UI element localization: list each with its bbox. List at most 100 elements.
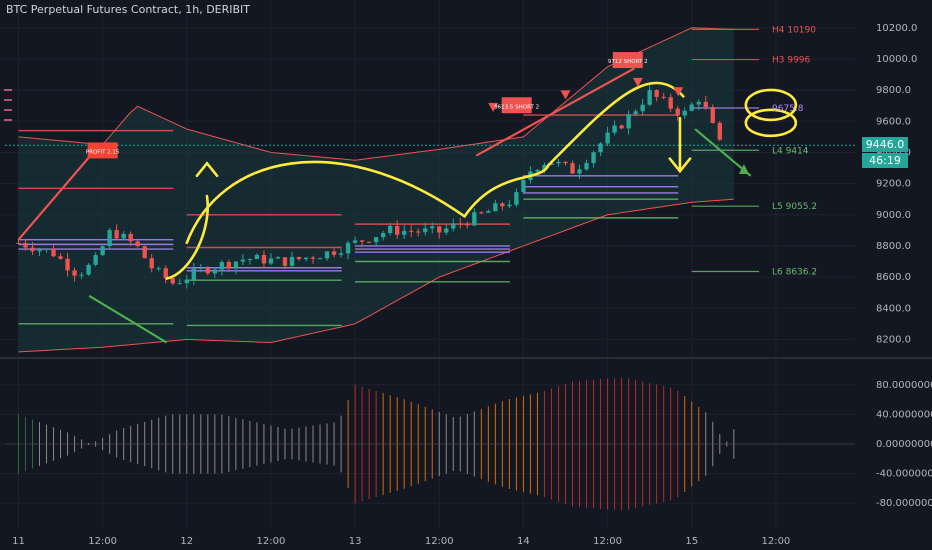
last-price-badge: 9446.0 bbox=[862, 137, 908, 153]
candle-body bbox=[710, 107, 715, 123]
candle-body bbox=[500, 203, 505, 207]
candle-body bbox=[444, 228, 449, 233]
candle-body bbox=[717, 122, 722, 140]
trade-label-text: 9712 SHORT 2 bbox=[608, 59, 648, 65]
pivot-label: L6 8636.2 bbox=[772, 267, 817, 277]
candle-body bbox=[654, 90, 659, 97]
candle-body bbox=[261, 254, 267, 264]
x-tick-label: 12:00 bbox=[257, 536, 286, 547]
candle-body bbox=[205, 267, 210, 274]
y-tick-label: 8800.0 bbox=[876, 241, 911, 252]
y-tick-label: 10200.0 bbox=[876, 23, 917, 34]
candle-body bbox=[472, 212, 477, 226]
candle-body bbox=[570, 163, 575, 174]
candle-body bbox=[549, 163, 554, 165]
candle-body bbox=[416, 231, 421, 233]
candle-body bbox=[331, 251, 337, 255]
trade-label: 9613.5 SHORT 2 bbox=[494, 97, 539, 114]
trade-label-box bbox=[87, 142, 118, 159]
y-tick-label: 10000.0 bbox=[876, 54, 917, 65]
candle-body bbox=[44, 248, 49, 250]
candle-body bbox=[352, 240, 358, 243]
candle-body bbox=[696, 101, 701, 105]
candle-body bbox=[682, 110, 687, 116]
candle-body bbox=[626, 114, 631, 129]
candle-body bbox=[226, 261, 232, 269]
candle-body bbox=[359, 240, 365, 242]
candle-body bbox=[23, 242, 28, 248]
candle-body bbox=[689, 104, 694, 111]
candle-body bbox=[163, 268, 168, 279]
candle-body bbox=[521, 180, 526, 193]
candle-body bbox=[310, 257, 316, 259]
candle-body bbox=[177, 283, 182, 285]
pivot-label: L4 9414 bbox=[772, 146, 809, 156]
y-tick-label: 9000.0 bbox=[876, 210, 911, 221]
candle-body bbox=[584, 163, 589, 170]
y-tick-label: 9800.0 bbox=[876, 85, 911, 96]
candle-body bbox=[240, 259, 246, 262]
arrow-down-head bbox=[668, 157, 692, 174]
candle-body bbox=[633, 111, 638, 115]
candle-body bbox=[51, 248, 56, 257]
candles bbox=[16, 85, 722, 289]
trade-label-box bbox=[612, 52, 643, 69]
y-tick-label: 9600.0 bbox=[876, 116, 911, 127]
pivot-label: L5 9055.2 bbox=[772, 202, 817, 212]
candle-body bbox=[233, 261, 239, 269]
y-tick-label: 8400.0 bbox=[876, 303, 911, 314]
x-tick-label: 12:00 bbox=[88, 536, 117, 547]
candle-body bbox=[184, 279, 189, 284]
candle-body bbox=[93, 255, 98, 265]
osc-y-tick-label: -40.00000000 bbox=[876, 469, 932, 480]
candle-body bbox=[86, 264, 91, 275]
trend-line-green bbox=[88, 294, 168, 344]
trade-label-text: 9613.5 SHORT 2 bbox=[494, 104, 539, 110]
candle-body bbox=[451, 223, 456, 229]
candle-body bbox=[296, 256, 302, 260]
x-tick-label: 11 bbox=[12, 536, 25, 547]
trade-label-text: PROFIT 2.15 bbox=[86, 149, 120, 155]
candle-body bbox=[58, 256, 63, 259]
candle-body bbox=[324, 251, 330, 259]
candle-body bbox=[647, 90, 652, 105]
x-tick-label: 12 bbox=[180, 536, 193, 547]
candle-body bbox=[268, 258, 274, 264]
candle-body bbox=[247, 259, 253, 261]
candle-body bbox=[345, 242, 351, 254]
x-tick-label: 12:00 bbox=[593, 536, 622, 547]
candle-body bbox=[289, 256, 295, 266]
circle-annotation-2 bbox=[744, 108, 798, 138]
candle-body bbox=[661, 96, 666, 98]
candle-body bbox=[493, 203, 498, 212]
x-tick-label: 12:00 bbox=[425, 536, 454, 547]
candle-body bbox=[703, 101, 708, 108]
long-marker-icon bbox=[738, 164, 749, 175]
candle-body bbox=[100, 246, 105, 256]
candle-body bbox=[128, 233, 133, 242]
candle-body bbox=[430, 226, 435, 229]
short-marker-icon bbox=[560, 90, 571, 100]
y-tick-label: 8200.0 bbox=[876, 334, 911, 345]
candle-body bbox=[556, 161, 561, 164]
candle-body bbox=[142, 246, 147, 259]
x-tick-label: 12:00 bbox=[761, 536, 790, 547]
curve-annotation-2 bbox=[463, 163, 550, 218]
candle-body bbox=[605, 132, 610, 144]
candle-body bbox=[30, 247, 35, 252]
candle-body bbox=[619, 125, 624, 129]
trend-line-green bbox=[694, 128, 752, 177]
candle-body bbox=[563, 161, 568, 164]
candle-body bbox=[465, 223, 470, 226]
candle-body bbox=[72, 270, 77, 276]
candle-body bbox=[107, 230, 112, 247]
candle-body bbox=[275, 257, 281, 259]
osc-y-tick-label: 80.00000000 bbox=[876, 380, 932, 391]
curve-annotation-3 bbox=[547, 81, 685, 167]
candle-body bbox=[640, 104, 645, 112]
candle-body bbox=[675, 108, 680, 116]
y-tick-label: 8600.0 bbox=[876, 272, 911, 283]
candle-body bbox=[79, 274, 84, 276]
candle-body bbox=[612, 125, 617, 133]
